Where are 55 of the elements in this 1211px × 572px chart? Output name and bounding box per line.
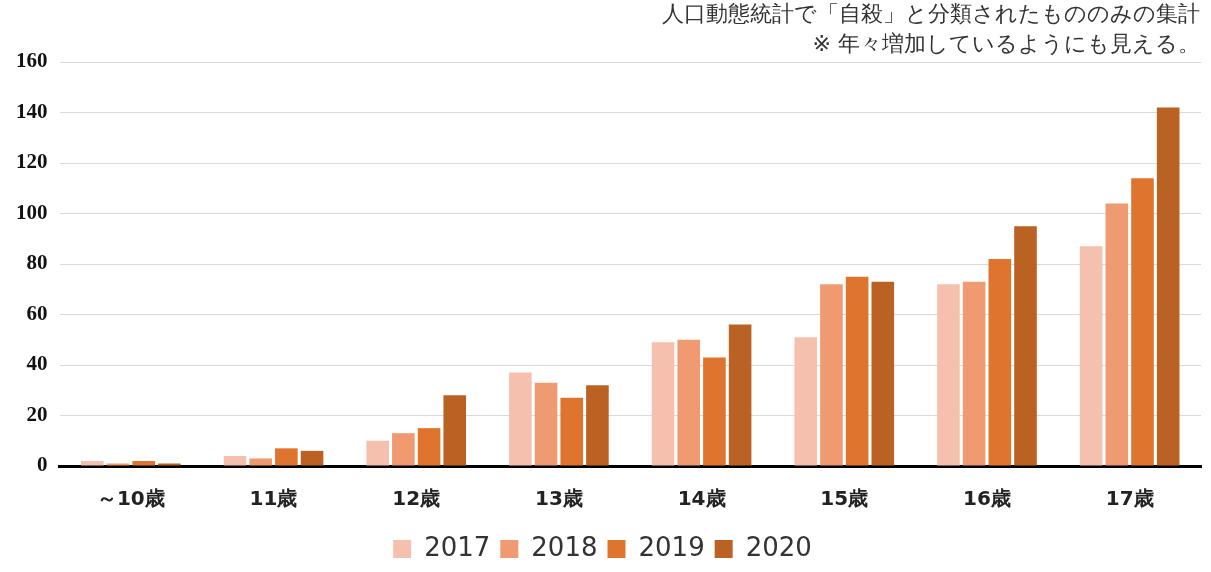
bar [417, 428, 441, 466]
bar [871, 281, 895, 466]
x-tick-label: 12歳 [392, 486, 441, 511]
x-tick-label: 15歳 [820, 486, 869, 511]
bar [988, 258, 1012, 466]
bar [392, 433, 415, 466]
legend-label: 2020 [745, 531, 812, 562]
bar [586, 385, 609, 466]
legend-label: 2017 [424, 531, 491, 562]
bar [560, 397, 584, 466]
bar [300, 450, 324, 466]
text: ※ 年々増加しているようにも見える。 [812, 30, 1200, 56]
x-tick-label: 11歳 [249, 486, 298, 511]
y-tick-label: 60 [26, 300, 48, 325]
bar [937, 284, 960, 466]
bar [845, 276, 869, 466]
bar [1156, 107, 1180, 466]
bar [366, 440, 389, 466]
bar [962, 281, 986, 466]
bar [509, 372, 532, 466]
bar [1131, 178, 1154, 466]
bar [1014, 226, 1037, 466]
y-tick-label: 80 [26, 250, 48, 275]
x-tick-label: 16歳 [963, 486, 1011, 511]
bar [443, 395, 467, 466]
bar [275, 448, 298, 466]
bar [158, 463, 181, 466]
bar [677, 339, 701, 466]
y-tick-label: 120 [16, 149, 48, 174]
y-tick-label: 0 [37, 452, 48, 477]
legend-label: 2019 [638, 531, 705, 562]
bar [703, 357, 726, 466]
bar [81, 460, 104, 466]
bar [249, 458, 272, 466]
bar [820, 284, 843, 466]
y-tick-label: 100 [16, 199, 48, 224]
bar [223, 455, 247, 466]
text: 人口動態統計で「自殺」と分類されたもののみの集計 [662, 0, 1200, 26]
bar [132, 460, 155, 466]
bar [106, 463, 130, 466]
x-tick-label: 14歳 [677, 486, 726, 511]
bar [1105, 203, 1129, 466]
y-tick-label: 40 [26, 351, 48, 376]
bar [534, 382, 558, 466]
y-tick-label: 160 [16, 48, 48, 73]
x-tick-label: 17歳 [1105, 486, 1154, 511]
x-tick-label: 13歳 [534, 486, 583, 511]
x-tick-label: ～10歳 [96, 486, 165, 511]
bar [651, 342, 675, 466]
bar [1079, 246, 1103, 466]
bar [794, 337, 818, 466]
y-tick-label: 20 [26, 401, 48, 426]
legend-label: 2018 [531, 531, 598, 562]
bar [728, 324, 752, 466]
y-tick-label: 140 [16, 98, 48, 123]
